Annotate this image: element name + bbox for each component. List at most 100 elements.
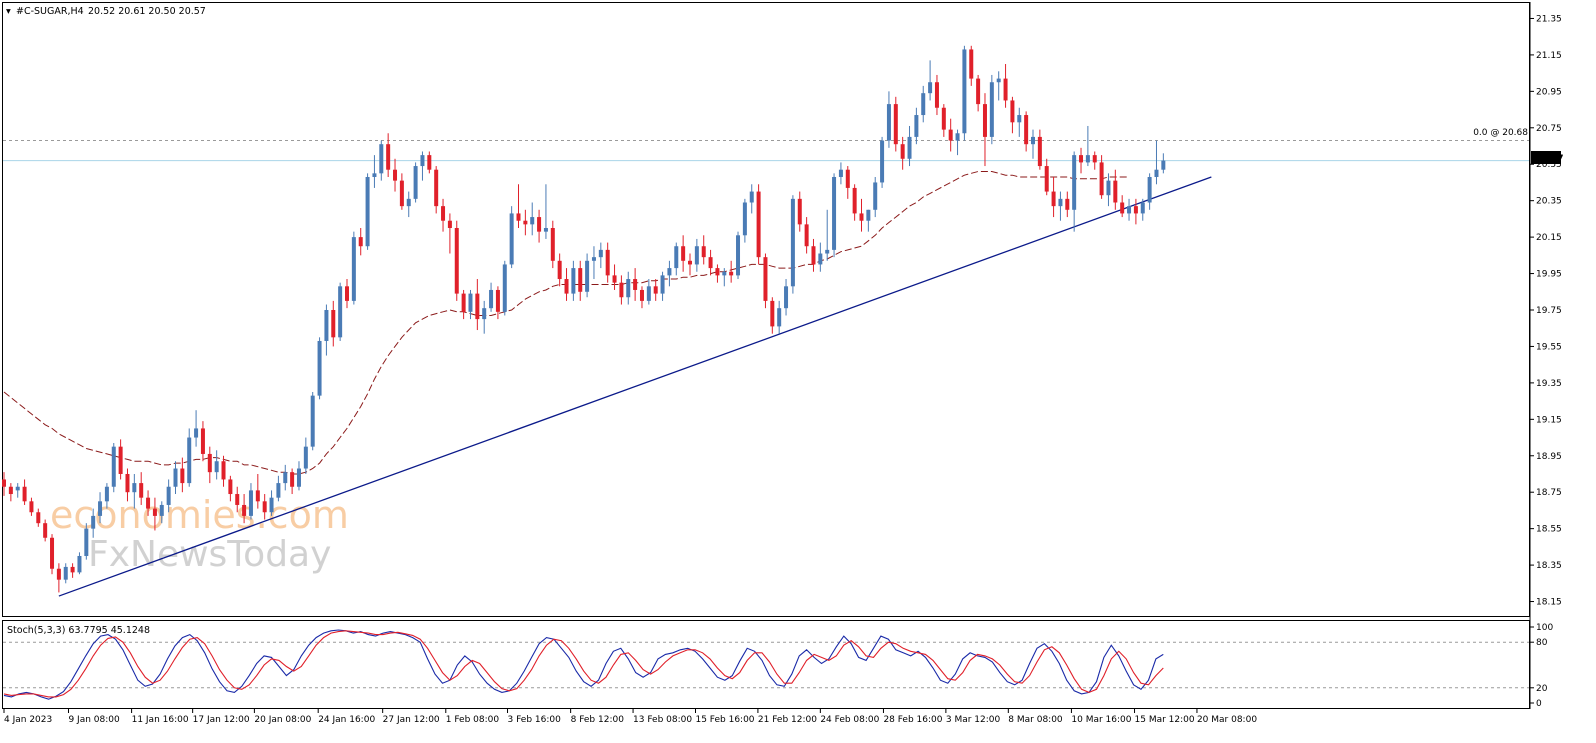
candle-body [619, 282, 624, 298]
candle-body [386, 144, 391, 170]
candle-body [1106, 180, 1111, 196]
candle-body [784, 286, 789, 309]
candle-body [242, 504, 247, 516]
chart-symbol: #C-SUGAR,H4 [16, 6, 84, 17]
candle-body [886, 104, 891, 141]
price-tick-label: 18.35 [1536, 561, 1562, 571]
candle [125, 468, 130, 502]
candle [605, 242, 610, 283]
candle [880, 136, 885, 188]
candle-body [1017, 115, 1022, 123]
price-tick-label: 18.75 [1536, 488, 1562, 498]
candle-body [495, 289, 500, 312]
price-axis: 21.35 21.15 20.95 20.75 20.55 20.35 20.15 19.95… [1530, 14, 1562, 608]
candle-body [63, 566, 68, 580]
price-tick-label: 20.35 [1536, 197, 1562, 207]
candle-body [1044, 166, 1049, 192]
candle [530, 202, 535, 236]
support-trendline[interactable] [58, 176, 1212, 597]
candle-body [8, 486, 13, 495]
candle-body [406, 198, 411, 207]
candle [516, 184, 521, 229]
candle-body [674, 246, 679, 269]
trendline-group[interactable] [58, 176, 1212, 597]
candle [941, 104, 946, 137]
stoch-tick-label: 20 [1536, 684, 1548, 694]
candle-body [139, 483, 144, 498]
candle-body [1037, 136, 1042, 167]
candle [276, 475, 281, 502]
candle [1017, 107, 1022, 137]
candle [1044, 158, 1049, 196]
candle-body [454, 228, 459, 294]
candle-body [866, 209, 871, 221]
candle-body [701, 246, 706, 258]
candle [585, 253, 590, 298]
time-axis: 4 Jan 2023 9 Jan 08:00 11 Jan 16:00 17 Jan … [3, 709, 1257, 725]
candle [84, 523, 89, 560]
candle [194, 410, 199, 447]
candle-body [585, 260, 590, 292]
candle [159, 501, 164, 524]
candle [345, 279, 349, 309]
candle-body [207, 453, 212, 473]
candle-body [749, 191, 754, 203]
candle-body [77, 555, 82, 573]
candle [653, 279, 658, 301]
candle [722, 268, 727, 287]
candle-body [475, 293, 480, 320]
candle-body [921, 93, 926, 116]
candle [921, 85, 926, 123]
price-tick-label: 20.75 [1536, 124, 1562, 134]
candle-body [1051, 191, 1056, 207]
candle-body [1099, 162, 1104, 196]
candle [214, 450, 219, 480]
candle-body [578, 268, 583, 292]
price-tick-label: 18.55 [1536, 525, 1562, 535]
candle [461, 289, 466, 320]
candle [681, 235, 686, 272]
candle [811, 238, 816, 272]
candle-body [667, 268, 672, 276]
candle-body [379, 144, 384, 174]
candle-body [598, 249, 603, 258]
candle-body [742, 202, 747, 236]
candle-body [393, 169, 398, 181]
candle [77, 552, 82, 575]
candle [441, 198, 446, 232]
time-tick-label: 3 Mar 12:00 [946, 715, 1001, 725]
candle [1010, 96, 1015, 134]
candle-body [214, 461, 219, 473]
price-tick-label: 20.15 [1536, 233, 1562, 243]
time-tick-label: 3 Feb 16:00 [508, 715, 562, 725]
candle-body [1147, 176, 1152, 203]
candle-body [852, 187, 857, 214]
candle [1113, 169, 1118, 210]
candle-body [873, 182, 878, 210]
candle [296, 461, 301, 491]
price-tick-label: 20.55 [1536, 160, 1562, 170]
candle [36, 508, 41, 527]
candle [736, 231, 741, 280]
candle-body [132, 483, 137, 493]
candle [1147, 173, 1152, 210]
candle-body [22, 486, 27, 502]
candle-body [173, 468, 178, 487]
candle [1079, 147, 1084, 174]
time-tick-label: 4 Jan 2023 [4, 715, 52, 725]
candle [914, 107, 919, 145]
price-tick-label: 19.75 [1536, 306, 1562, 316]
time-tick-label: 27 Jan 12:00 [383, 715, 440, 725]
candle-body [818, 253, 823, 265]
candle [372, 155, 377, 188]
candle-body [43, 523, 48, 538]
candle [729, 260, 734, 283]
candle [427, 151, 432, 174]
candle [598, 242, 603, 269]
candle [571, 260, 576, 301]
candle-body [1024, 115, 1029, 145]
candle-body [70, 566, 75, 573]
candle [797, 191, 802, 232]
candle [180, 457, 185, 493]
